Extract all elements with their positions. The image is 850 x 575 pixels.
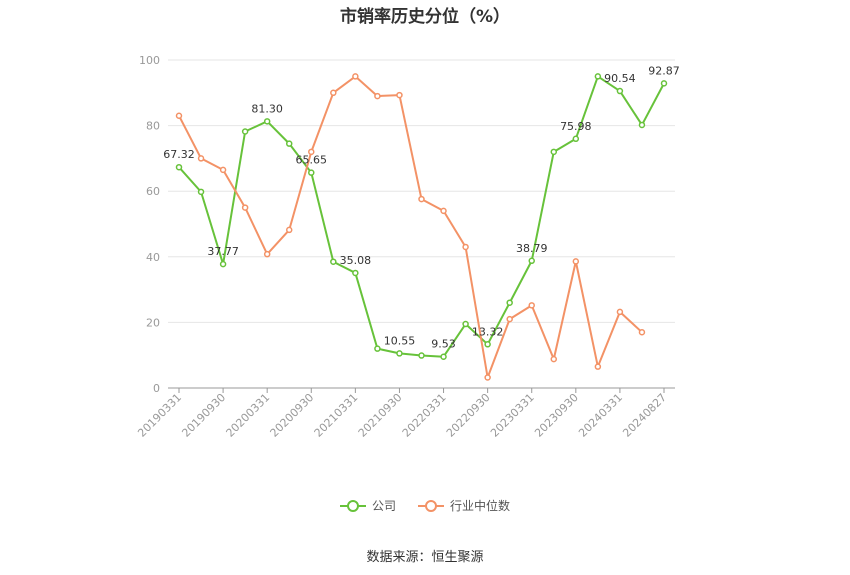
x-tick-label: 20200930 <box>268 391 317 440</box>
data-point[interactable] <box>396 91 403 99</box>
legend-label-company: 公司 <box>371 499 396 513</box>
x-tick-label: 20200331 <box>224 391 273 440</box>
data-point[interactable] <box>219 260 227 268</box>
legend-swatch-company <box>339 499 366 513</box>
y-tick-label: 100 <box>139 54 160 67</box>
data-point[interactable] <box>241 204 249 211</box>
data-point[interactable] <box>594 73 602 80</box>
data-point[interactable] <box>440 207 447 215</box>
data-point[interactable] <box>330 258 337 265</box>
data-point[interactable] <box>197 188 205 196</box>
x-tick-label: 20220331 <box>400 391 449 440</box>
data-label: 35.08 <box>340 254 372 267</box>
series-line-1 <box>178 75 643 379</box>
legend: 公司 行业中位数 <box>0 497 850 514</box>
data-point[interactable] <box>418 352 425 359</box>
x-tick-label: 20210930 <box>356 391 405 440</box>
data-label: 90.54 <box>604 72 636 85</box>
data-point[interactable] <box>175 163 183 171</box>
data-point[interactable] <box>550 148 558 156</box>
x-tick-label: 20240331 <box>576 391 625 440</box>
grid-lines <box>168 59 675 323</box>
data-point[interactable] <box>528 302 535 309</box>
data-point[interactable] <box>506 299 513 306</box>
y-tick-label: 20 <box>146 316 160 329</box>
y-tick-label: 0 <box>153 382 160 395</box>
data-point[interactable] <box>374 345 381 352</box>
data-point[interactable] <box>528 257 535 265</box>
data-label: 9.53 <box>431 338 456 351</box>
legend-item-industry-median[interactable]: 行业中位数 <box>418 497 510 514</box>
data-point[interactable] <box>594 363 602 370</box>
x-tick-label: 20190331 <box>135 391 184 440</box>
y-axis: 0 20 40 60 80 100 <box>139 54 160 395</box>
data-point[interactable] <box>241 128 249 135</box>
data-point[interactable] <box>440 353 447 360</box>
data-labels: 67.32 37.77 81.30 65.65 35.08 10.55 9.53 13.32 3… <box>163 64 680 350</box>
legend-item-company[interactable]: 公司 <box>339 497 396 514</box>
data-point[interactable] <box>462 243 469 251</box>
y-tick-label: 60 <box>146 185 160 198</box>
data-point[interactable] <box>616 308 624 316</box>
x-tick-label: 20220930 <box>444 391 493 440</box>
data-label: 75.98 <box>560 120 592 133</box>
data-point[interactable] <box>175 112 183 120</box>
chart-title: 市销率历史分位（%） <box>339 7 511 27</box>
y-tick-label: 40 <box>146 251 160 264</box>
data-label: 67.32 <box>163 148 195 161</box>
data-point[interactable] <box>462 320 469 328</box>
x-tick-label: 20240827 <box>620 391 669 440</box>
x-tick-label: 20230930 <box>532 391 581 440</box>
data-point[interactable] <box>396 350 403 357</box>
data-point[interactable] <box>285 226 293 234</box>
y-tick-label: 80 <box>146 120 160 133</box>
data-label: 65.65 <box>296 154 328 167</box>
series-line-0 <box>178 75 665 358</box>
x-tick-labels: 2019033120190930202003312020093020210331… <box>135 391 669 440</box>
x-tick-label: 20230331 <box>488 391 537 440</box>
data-point[interactable] <box>263 118 271 125</box>
data-point[interactable] <box>263 250 271 258</box>
data-point[interactable] <box>352 73 359 80</box>
data-point[interactable] <box>660 80 668 87</box>
data-label: 38.79 <box>516 242 548 255</box>
data-point[interactable] <box>285 140 293 147</box>
data-point[interactable] <box>330 89 337 97</box>
data-label: 10.55 <box>384 334 416 347</box>
data-point[interactable] <box>308 148 315 156</box>
data-point[interactable] <box>572 258 580 265</box>
data-label: 37.77 <box>207 245 239 258</box>
data-point[interactable] <box>308 169 315 176</box>
data-point[interactable] <box>506 315 513 323</box>
data-point[interactable] <box>418 195 425 203</box>
legend-swatch-industry-median <box>418 499 444 513</box>
x-tick-label: 20210331 <box>312 391 361 440</box>
data-point[interactable] <box>638 328 646 336</box>
data-label: 13.32 <box>472 325 504 338</box>
data-point[interactable] <box>572 135 580 143</box>
data-point[interactable] <box>219 166 227 174</box>
data-point[interactable] <box>352 269 359 277</box>
data-source: 数据来源：恒生聚源 <box>366 550 484 565</box>
data-point[interactable] <box>484 341 491 348</box>
data-point[interactable] <box>484 374 491 381</box>
data-point[interactable] <box>374 92 381 100</box>
data-label: 81.30 <box>251 102 283 115</box>
x-axis <box>168 387 675 393</box>
data-point[interactable] <box>638 121 646 129</box>
data-point[interactable] <box>616 87 624 95</box>
data-label: 92.87 <box>648 64 680 77</box>
data-point[interactable] <box>550 355 558 363</box>
data-point[interactable] <box>197 155 205 162</box>
legend-label-industry-median: 行业中位数 <box>450 499 511 513</box>
x-tick-label: 20190930 <box>179 391 228 440</box>
series-lines <box>175 73 668 381</box>
